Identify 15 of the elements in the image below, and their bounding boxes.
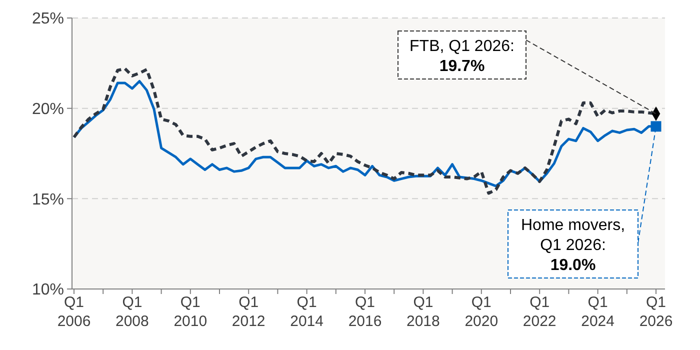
y-tick-label: 25% bbox=[32, 10, 64, 28]
annotation: FTB, Q1 2026: 19.7% bbox=[410, 38, 514, 75]
x-tick-label: Q1 2012 bbox=[232, 294, 266, 330]
x-tick-label: Q1 2008 bbox=[116, 294, 149, 330]
x-tick-label: Q1 2024 bbox=[581, 294, 614, 330]
x-tick-label: Q1 2016 bbox=[348, 294, 382, 330]
x-tick-label: Q1 2010 bbox=[174, 294, 208, 330]
x-tick-label: Q1 2026 bbox=[639, 294, 673, 330]
y-tick-label: 20% bbox=[32, 100, 64, 118]
x-tick-label: Q1 2020 bbox=[464, 294, 498, 330]
annotation: Home movers, Q1 2026: 19.0% bbox=[520, 217, 626, 274]
x-tick-label: Q1 2022 bbox=[522, 294, 556, 330]
y-tick-label: 15% bbox=[32, 191, 64, 208]
x-tick-label: Q1 2018 bbox=[406, 294, 440, 330]
x-tick-label: Q1 2014 bbox=[290, 294, 324, 330]
